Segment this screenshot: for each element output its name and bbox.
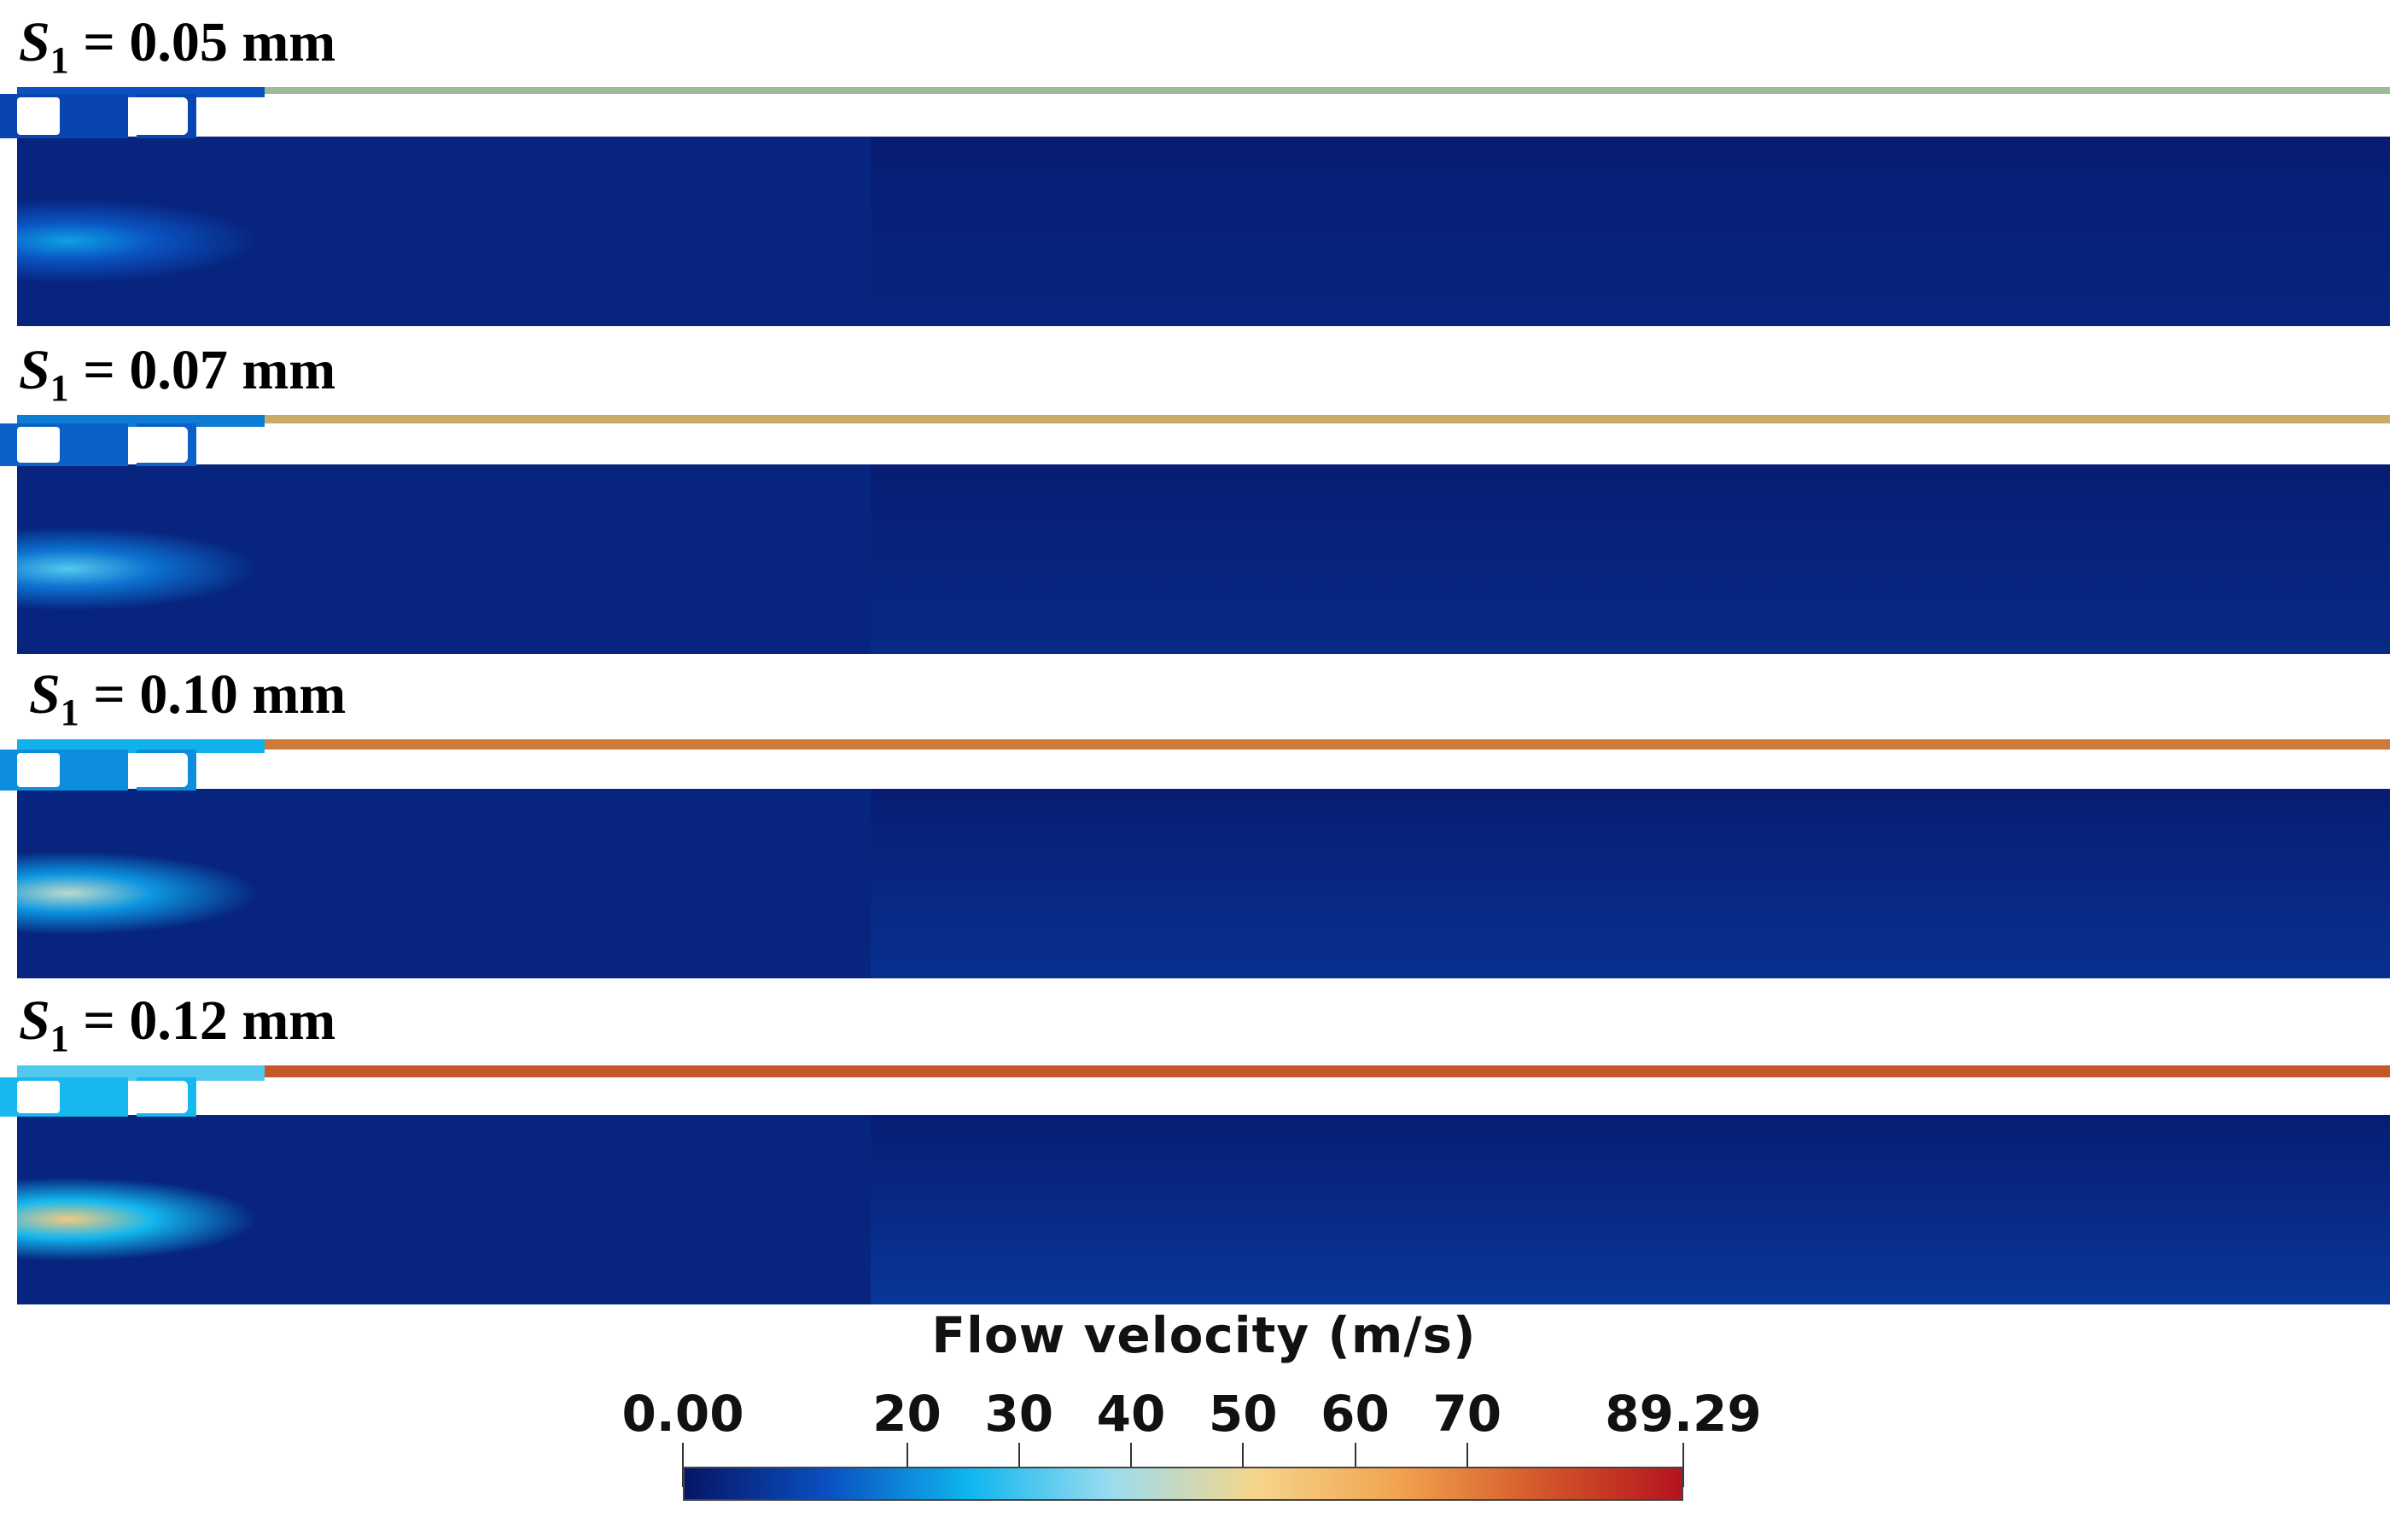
panel-label-2: S1 = 0.07 mm (19, 339, 336, 410)
legend-tick-label: 70 (1432, 1385, 1502, 1443)
wall-block (128, 427, 188, 463)
slot-2 (68, 423, 128, 466)
top-gap-strip (256, 415, 2390, 423)
velocity-legend: Flow velocity (m/s) (0, 1306, 2408, 1523)
contour-panel-4: S1 = 0.12 mm (0, 978, 2408, 1303)
wall-block (17, 97, 60, 135)
wall-block (17, 427, 60, 463)
contour-panel-1: S1 = 0.05 mm (0, 0, 2408, 324)
jet-region (17, 137, 871, 326)
wall-block (17, 753, 60, 787)
wall-block (128, 97, 188, 135)
flow-field-2 (0, 415, 2392, 654)
wall-block (17, 1081, 60, 1113)
top-gap-strip (256, 739, 2390, 750)
legend-tick-mark (1242, 1443, 1245, 1487)
wall-block (258, 1082, 2392, 1115)
flow-field-4 (0, 1065, 2392, 1304)
legend-tick-mark (1682, 1443, 1684, 1487)
contour-panel-2: S1 = 0.07 mm (0, 328, 2408, 652)
legend-tick-label: 40 (1096, 1385, 1166, 1443)
contour-panel-3: S1 = 0.10 mm (0, 652, 2408, 977)
wall-block (258, 99, 2392, 137)
jet-region (17, 464, 871, 654)
panel-label-1: S1 = 0.05 mm (19, 11, 336, 82)
legend-tick-mark (1017, 1443, 1020, 1487)
legend-tick-mark (906, 1443, 908, 1487)
wall-block (128, 1081, 188, 1113)
legend-tick-label: 20 (872, 1385, 942, 1443)
top-gap-strip (256, 87, 2390, 94)
flow-field-1 (0, 87, 2392, 326)
colorbar (683, 1467, 1683, 1501)
legend-tick-mark (1130, 1443, 1133, 1487)
jet-region (17, 789, 871, 978)
legend-tick-mark (1354, 1443, 1356, 1487)
wall-block (258, 755, 2392, 789)
flow-field-3 (0, 739, 2392, 978)
wall-block (128, 753, 188, 787)
top-gap-strip (256, 1065, 2390, 1077)
slot-2 (68, 1077, 128, 1117)
wall-block (258, 429, 2392, 464)
jet-region (17, 1115, 871, 1304)
legend-tick-mark (682, 1443, 684, 1487)
slot-2 (68, 750, 128, 791)
inlet-strip (17, 1065, 265, 1081)
legend-tick-label: 50 (1208, 1385, 1278, 1443)
panel-label-4: S1 = 0.12 mm (19, 989, 336, 1060)
legend-tick-mark (1466, 1443, 1468, 1487)
legend-tick-label: 60 (1321, 1385, 1390, 1443)
legend-title: Flow velocity (m/s) (931, 1306, 1477, 1364)
panel-label-3: S1 = 0.10 mm (29, 663, 347, 734)
legend-tick-label: 30 (984, 1385, 1054, 1443)
slot-2 (68, 94, 128, 138)
legend-tick-label: 89.29 (1605, 1385, 1762, 1443)
legend-tick-label: 0.00 (621, 1385, 744, 1443)
